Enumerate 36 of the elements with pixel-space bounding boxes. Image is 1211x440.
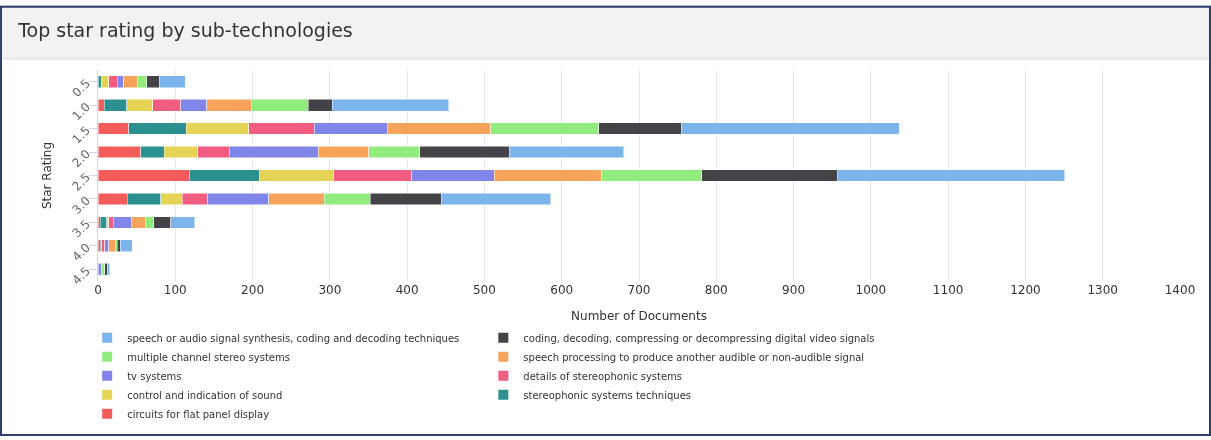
x-tick-label: 400	[395, 283, 419, 297]
y-tick-label: 0.5	[69, 76, 93, 100]
legend-label: tv systems	[127, 370, 182, 382]
x-tick-label: 1200	[1010, 283, 1041, 297]
y-tick-label: 4.5	[69, 263, 93, 288]
x-tick-label: 100	[163, 283, 187, 297]
legend-label: multiple channel stereo systems	[127, 351, 290, 363]
legend-label: speech or audio signal synthesis, coding and decoding techniques	[127, 332, 460, 344]
x-tick-label: 0	[94, 283, 102, 297]
x-tick-label: 1100	[932, 283, 964, 297]
x-tick-label: 1000	[855, 283, 887, 297]
y-tick-label: 3.0	[69, 193, 93, 218]
legend-label: stereophonic systems techniques	[523, 389, 691, 401]
y-tick-label: 2.0	[69, 146, 93, 171]
x-tick-label: 600	[550, 283, 574, 297]
legend-label: circuits for flat panel display	[127, 408, 270, 420]
x-tick-label: 700	[627, 283, 651, 297]
y-tick-label: 1.0	[69, 99, 93, 124]
chart-title: Top star rating by sub-technologies	[17, 19, 353, 42]
x-tick-label: 500	[472, 283, 496, 297]
x-tick-label: 1300	[1087, 283, 1118, 297]
y-tick-label: 2.5	[69, 170, 93, 194]
legend-label: speech processing to produce another audible or non-audible signal	[523, 351, 865, 363]
legend-label: details of stereophonic systems	[523, 370, 683, 382]
x-tick-label: 200	[241, 283, 265, 297]
y-tick-label: 3.5	[69, 217, 93, 241]
y-tick-label: 1.5	[69, 123, 93, 147]
x-axis-title: Number of Documents	[571, 308, 707, 323]
legend-label: control and indication of sound	[127, 389, 283, 401]
x-tick-label: 800	[704, 283, 728, 297]
x-tick-label: 300	[318, 283, 342, 297]
legend-label: coding, decoding, compressing or decompressing digital video signals	[523, 332, 875, 344]
x-tick-label: 900	[782, 283, 806, 297]
x-tick-label: 1400	[1164, 283, 1196, 297]
y-tick-label: 4.0	[69, 240, 93, 264]
y-axis-title: Star Rating	[39, 141, 54, 210]
